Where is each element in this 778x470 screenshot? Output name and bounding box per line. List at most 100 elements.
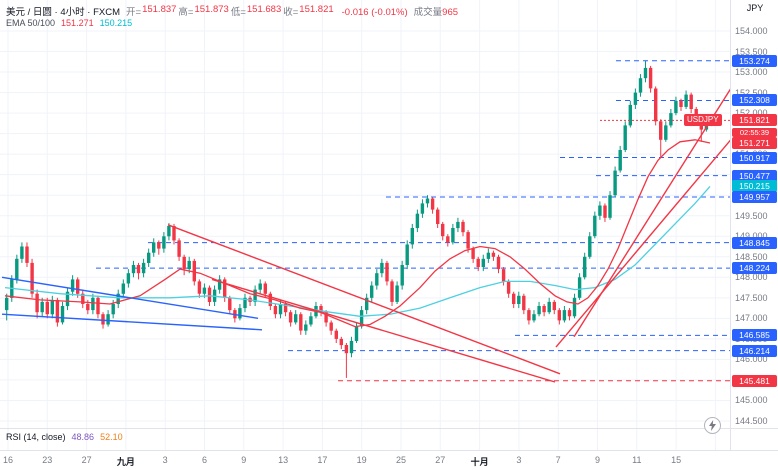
candle-body [238,308,242,319]
time-tick-label: 15 [671,455,682,465]
candle-body [45,301,49,315]
candle-body [5,297,9,311]
price-tick-label: 145.000 [735,395,768,406]
candle-body [588,236,592,257]
trendline[interactable] [211,278,556,383]
candle-body [263,283,267,294]
price-badge: 149.957 [732,190,777,203]
candle-body [182,256,186,270]
price-badge: 150.917 [732,151,777,164]
price-tick-label: 149.000 [735,231,768,241]
candle-body [506,281,511,294]
candle-body [674,100,678,114]
time-tick-label: 3 [162,455,168,465]
candle-body [86,304,90,311]
time-tick-label: 11 [632,455,642,465]
candle-body [466,232,470,249]
candle-body [456,221,460,229]
candle-body [294,314,298,323]
candle-body [197,281,202,294]
price-badge: 146.214 [732,344,777,357]
candle-body [689,94,693,109]
candle-body [461,221,465,233]
trendline[interactable] [167,224,561,375]
countdown-badge: 02:55:39 [732,127,777,137]
time-tick-label: 17 [317,455,328,465]
candle-body [30,262,34,294]
price-badge: 150.215 [732,180,777,193]
lightning-button[interactable] [704,417,721,434]
time-axis[interactable]: 16 23 27 九月 3 6 9 13 17 19 25 27 十月 3 7 9 11 15 [0,450,778,470]
candle-body [385,262,389,282]
price-tick-label: 147.000 [735,313,768,324]
price-change: -0.016 (-0.01%) [341,7,408,18]
candle-body [192,260,196,282]
candle-body [207,287,212,302]
candle-body [273,306,278,315]
candle-body [552,301,556,311]
time-tick-label: 27 [81,455,92,465]
candle-body [131,265,136,274]
candle-body [577,277,582,298]
candle-body [430,198,435,210]
candle-body [400,265,404,286]
candle-body [557,310,561,321]
candle-body [202,287,207,294]
candle-body [299,314,303,331]
candle-body [420,203,425,214]
candle-body [162,236,166,249]
candle-body [136,265,141,274]
symbol-legend: 美元 / 日圆 · 4小时 · FXCM 开= 151.837 高= 151.873 低… [6,4,458,18]
pane-divider[interactable] [0,428,778,429]
candle-body [121,283,125,294]
candle-body [395,285,399,302]
candle-body [172,226,176,241]
time-tick-label: 九月 [116,457,135,467]
candle-body [217,279,222,290]
candle-body [491,252,496,257]
candle-body [496,256,501,270]
time-tick-label: 23 [42,455,53,465]
candlestick-chart[interactable] [0,0,730,450]
candle-body [91,297,95,311]
candle-body [654,88,658,122]
trendline[interactable] [1,276,259,319]
candle-body [659,121,663,140]
candle-body [537,306,541,315]
candle-body [243,297,247,309]
price-tick-label: 146.000 [735,354,768,365]
candle-body [542,306,546,313]
ema100-line[interactable] [4,185,711,317]
trendline[interactable] [1,313,263,331]
rsi-label: RSI (14, close) [6,432,66,442]
trendline[interactable] [555,134,730,348]
time-tick-label: 19 [356,455,367,465]
candle-body [633,92,638,105]
current-price-symbol-label: USDJPY [684,114,722,127]
candle-body [278,304,283,315]
ema100-value: 150.215 [99,18,133,28]
candle-body [598,205,602,216]
candle-body [60,306,65,323]
ohlc-item: 开= 151.837 [126,4,177,18]
price-tick-label: 153.500 [735,46,768,57]
candle-body [410,228,414,245]
price-badge: 150.477 [732,169,777,182]
price-badge: 151.821 [732,114,777,127]
ema50-line[interactable] [4,139,711,328]
ohlc-values: 开= 151.837 高= 151.873 低= 151.683 收= 151.821 [126,4,336,18]
candle-body [481,258,485,267]
volume-value: 965 [442,7,459,18]
price-chart-pane[interactable]: 美元 / 日圆 · 4小时 · FXCM 开= 151.837 高= 151.873 低… [0,0,730,450]
candle-body [572,297,577,317]
candle-body [608,195,612,218]
time-tick-label: 9 [241,455,247,465]
price-axis[interactable]: JPY 154.000 153.500 153.000 152.500 152.000 1… [730,0,778,450]
price-tick-label: 144.500 [735,415,768,426]
candle-body [664,125,668,140]
price-tick-label: 147.500 [735,292,768,303]
candle-body [258,283,262,290]
candle-body [223,279,227,298]
candle-body [35,293,39,313]
